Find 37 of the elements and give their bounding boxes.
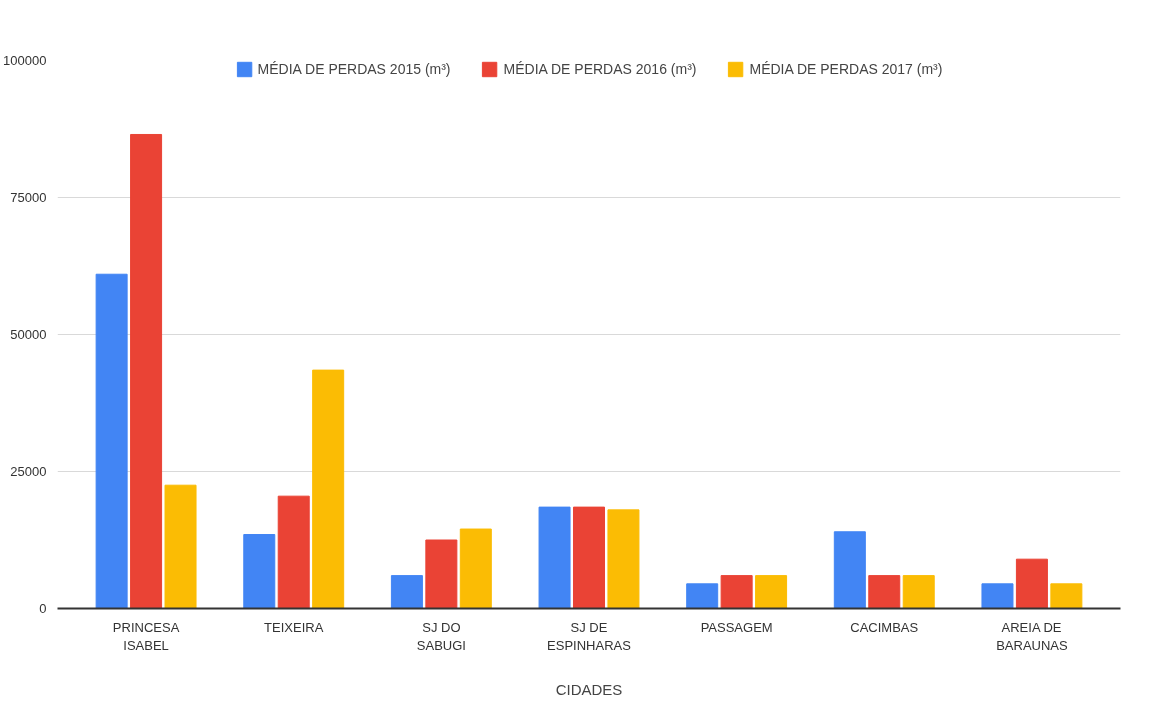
- bar: [833, 531, 866, 609]
- bar: [95, 273, 128, 609]
- bar: [425, 539, 458, 609]
- legend-label: MÉDIA DE PERDAS 2015 (m³): [257, 61, 451, 77]
- bar: [1050, 583, 1083, 609]
- bar: [573, 506, 605, 609]
- bar: [390, 575, 423, 609]
- bar: [459, 528, 492, 609]
- bar: [277, 495, 310, 609]
- bar: [720, 575, 753, 609]
- bar: [1015, 558, 1048, 609]
- bar: [312, 369, 345, 609]
- bar: [902, 575, 935, 609]
- y-tick-label: 25000: [10, 464, 47, 479]
- x-tick-label: PASSAGEM: [700, 619, 773, 635]
- legend-label: MÉDIA DE PERDAS 2016 (m³): [503, 61, 697, 77]
- bar: [538, 506, 571, 609]
- x-axis-title: CIDADES: [555, 680, 623, 698]
- x-tick-label: SJ DO SABUGI: [416, 619, 466, 653]
- x-tick-label: PRINCESA ISABEL: [112, 619, 180, 653]
- bar: [981, 583, 1014, 609]
- y-tick-label: 75000: [10, 190, 47, 205]
- y-tick-label: 0: [39, 601, 47, 616]
- bar: [868, 575, 901, 609]
- x-tick-label: TEIXEIRA: [264, 619, 324, 635]
- x-tick-label: SJ DE ESPINHARAS: [547, 619, 632, 653]
- y-tick-label: 100000: [3, 53, 47, 68]
- bar: [243, 534, 276, 609]
- bar: [686, 583, 719, 609]
- bar: [755, 575, 788, 609]
- x-tick-label: CACIMBAS: [850, 619, 919, 635]
- y-tick-label: 50000: [10, 327, 47, 342]
- bar: [164, 484, 197, 609]
- legend-label: MÉDIA DE PERDAS 2017 (m³): [749, 61, 943, 77]
- bar: [607, 509, 640, 609]
- bar: [130, 133, 163, 609]
- x-tick-label: AREIA DE BARAUNAS: [996, 619, 1069, 653]
